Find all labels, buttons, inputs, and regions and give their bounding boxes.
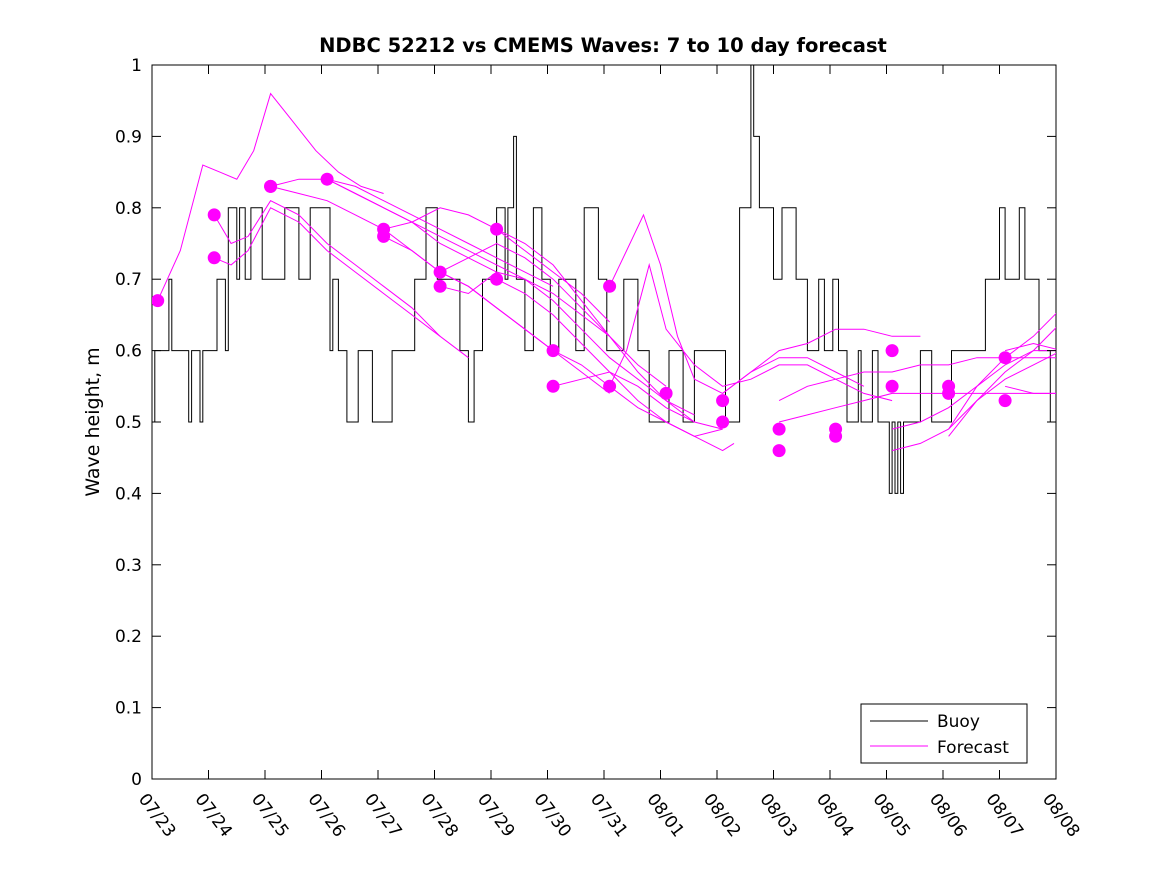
legend-forecast-label: Forecast [937, 738, 1009, 758]
x-tick-label: 08/04 [812, 790, 857, 841]
forecast-start-marker [659, 386, 673, 400]
forecast-series-line-18 [722, 328, 921, 394]
forecast-series-line-26 [1004, 385, 1056, 394]
forecast-series-line-9 [383, 235, 610, 394]
y-tick-label: 0.9 [115, 127, 142, 147]
y-tick-label: 0.3 [115, 556, 142, 576]
forecast-series-line-25 [1004, 342, 1056, 352]
buoy-series-line [152, 65, 1056, 494]
forecast-start-marker [320, 172, 334, 186]
x-tick-label: 08/06 [925, 790, 970, 841]
forecast-start-marker [433, 265, 447, 279]
chart-title: NDBC 52212 vs CMEMS Waves: 7 to 10 day f… [319, 34, 887, 57]
forecast-start-marker [885, 344, 899, 358]
y-tick-label: 0 [131, 770, 142, 790]
y-tick-label: 0.1 [115, 699, 142, 719]
x-tick-label: 07/23 [134, 790, 179, 841]
forecast-series-line-5 [270, 185, 554, 351]
forecast-start-marker [603, 279, 617, 293]
series-group [152, 65, 1167, 494]
forecast-series-line-16 [609, 213, 865, 394]
forecast-start-marker [603, 379, 617, 393]
forecast-series-line-14 [552, 350, 735, 452]
forecast-series-line-3 [214, 207, 469, 359]
forecast-series-line-27 [1062, 386, 1167, 400]
forecast-start-marker [885, 379, 899, 393]
x-tick-label: 08/07 [982, 790, 1027, 841]
forecast-series-line-6 [326, 178, 554, 287]
y-tick-label: 0.2 [115, 627, 142, 647]
x-tick-label: 08/03 [756, 790, 801, 841]
x-tick-label: 07/28 [417, 790, 462, 841]
forecast-series-line-1 [157, 92, 384, 301]
y-tick-label: 0.8 [115, 199, 142, 219]
x-tick-label: 07/27 [360, 790, 405, 841]
x-tick-label: 08/02 [699, 790, 744, 841]
y-tick-label: 0.7 [115, 270, 142, 290]
x-tick-label: 07/29 [473, 790, 518, 841]
forecast-start-marker [377, 229, 391, 243]
legend-buoy-label: Buoy [937, 712, 980, 732]
x-tick-label: 07/31 [586, 790, 631, 841]
forecast-series-line-7 [326, 178, 610, 337]
legend: Buoy Forecast [860, 703, 1028, 764]
forecast-start-marker [207, 208, 221, 222]
forecast-series-line-11 [439, 271, 695, 416]
x-tick-label: 08/05 [869, 790, 914, 841]
forecast-series-line-2 [213, 200, 441, 337]
x-tick-label: 07/25 [247, 790, 292, 841]
forecast-series-line-15 [552, 371, 723, 430]
forecast-series-line-19 [778, 357, 1056, 402]
y-tick-label: 0.6 [115, 342, 142, 362]
y-tick-label: 0.5 [115, 413, 142, 433]
y-tick-label: 1 [131, 56, 142, 76]
forecast-start-marker [772, 444, 786, 458]
y-axis-label: Wave height, m [82, 347, 104, 496]
forecast-start-marker [772, 422, 786, 436]
forecast-start-marker [998, 351, 1012, 365]
x-tick-label: 07/26 [304, 790, 349, 841]
forecast-series-line-20 [778, 392, 1056, 423]
forecast-series-line-24 [948, 350, 1056, 430]
x-tick-label: 08/08 [1038, 790, 1083, 841]
x-tick-label: 08/01 [643, 790, 688, 841]
legend-box [860, 703, 1028, 764]
forecast-start-marker [546, 344, 560, 358]
forecast-series-line-28 [1062, 379, 1167, 393]
forecast-start-marker [207, 251, 221, 265]
forecast-start-marker [546, 379, 560, 393]
forecast-start-marker [942, 386, 956, 400]
forecast-series-line-10 [439, 242, 667, 387]
forecast-series-line-23 [948, 352, 1056, 437]
forecast-start-marker [490, 272, 504, 286]
forecast-start-marker [716, 394, 730, 408]
x-tick-label: 07/30 [530, 790, 575, 841]
forecast-start-marker [998, 394, 1012, 408]
forecast-series-line-22 [891, 327, 1056, 452]
forecast-start-marker [490, 222, 504, 236]
forecast-start-marker [433, 279, 447, 293]
forecast-start-marker [716, 415, 730, 429]
forecast-start-marker [152, 294, 165, 308]
forecast-series-line-17 [609, 262, 893, 402]
forecast-start-marker [264, 179, 278, 193]
y-tick-label: 0.4 [115, 484, 142, 504]
forecast-start-marker [829, 422, 843, 436]
x-tick-label: 07/24 [191, 790, 236, 841]
